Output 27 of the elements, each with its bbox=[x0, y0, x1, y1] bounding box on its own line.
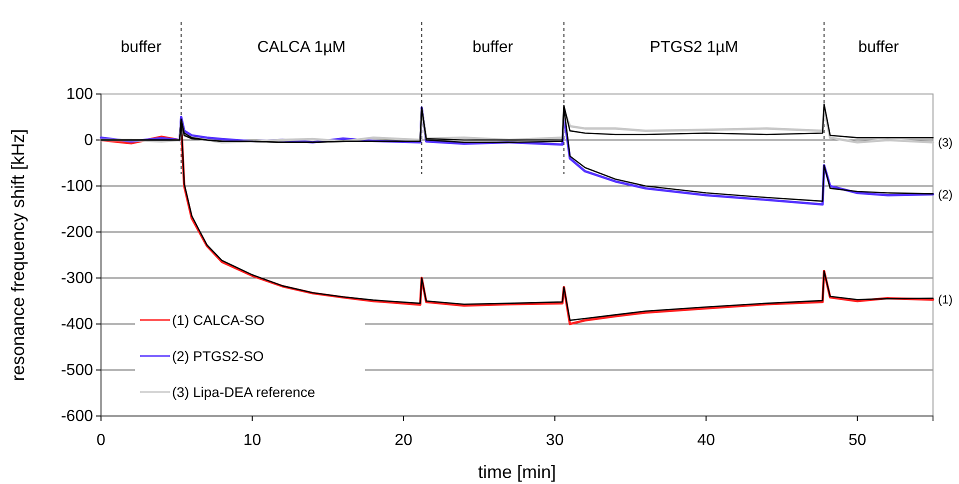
y-tick-label: -400 bbox=[60, 316, 94, 334]
legend-label: (2) PTGS2-SO bbox=[172, 348, 264, 364]
text: buffer bbox=[858, 39, 900, 56]
text: (2) bbox=[938, 187, 953, 202]
x-axis-title: time [min] bbox=[478, 462, 556, 482]
text: PTGS2 1µM bbox=[650, 39, 738, 56]
text: buffer bbox=[120, 39, 162, 56]
y-tick-label: -300 bbox=[60, 270, 94, 288]
x-tick-label: 40 bbox=[697, 432, 716, 449]
text: (1) bbox=[938, 292, 953, 307]
legend-label: (3) Lipa-DEA reference bbox=[172, 384, 316, 400]
y-tick-label: -500 bbox=[60, 362, 94, 380]
y-tick-label: -100 bbox=[60, 178, 94, 196]
x-tick-label: 10 bbox=[243, 432, 262, 449]
y-tick-label: 100 bbox=[66, 86, 94, 104]
y-tick-label: -600 bbox=[60, 408, 94, 426]
legend-label: (1) CALCA-SO bbox=[172, 312, 265, 328]
x-tick-label: 50 bbox=[848, 432, 866, 449]
x-tick-label: 0 bbox=[96, 432, 106, 449]
text: (3) bbox=[938, 135, 953, 150]
x-tick-label: 20 bbox=[394, 432, 413, 449]
text: CALCA 1µM bbox=[257, 39, 346, 56]
y-axis-title: resonance frequency shift [kHz] bbox=[8, 128, 28, 382]
y-tick-label: 0 bbox=[84, 132, 94, 150]
y-tick-label: -200 bbox=[60, 224, 94, 242]
text: buffer bbox=[472, 39, 514, 56]
x-tick-label: 30 bbox=[546, 432, 564, 449]
